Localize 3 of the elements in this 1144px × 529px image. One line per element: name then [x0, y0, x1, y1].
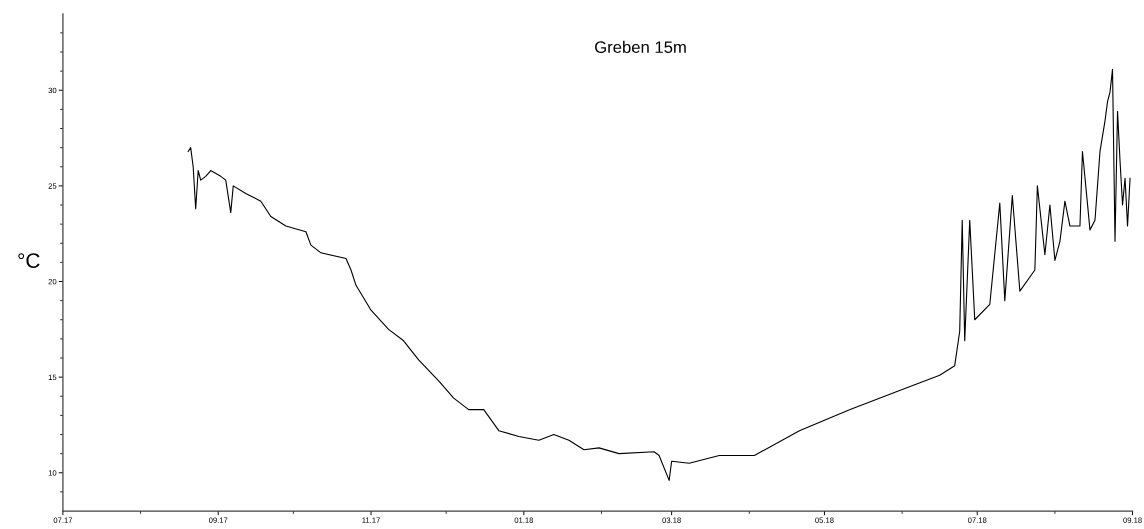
text: Greben 15m	[595, 40, 686, 54]
line-series	[187, 68, 1131, 481]
y-axis-title: °C	[18, 253, 40, 268]
